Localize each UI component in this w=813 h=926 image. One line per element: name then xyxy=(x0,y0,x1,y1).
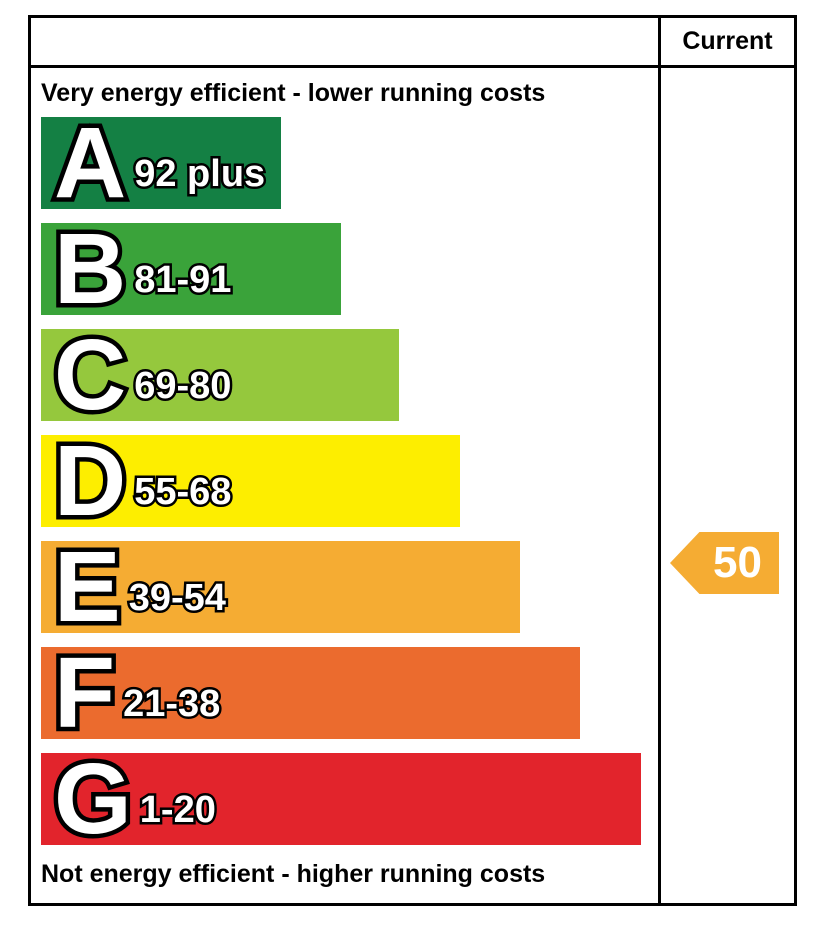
current-rating-column: 50 xyxy=(658,68,794,903)
band-range: 69-80 xyxy=(134,367,231,405)
band-e: E39-54 xyxy=(41,537,520,637)
band-letter: F xyxy=(41,643,115,743)
band-d: D55-68 xyxy=(41,431,460,531)
band-range: 92 plus xyxy=(134,155,265,193)
band-range: 81-91 xyxy=(134,261,231,299)
band-list: A92 plusB81-91C69-80D55-68E39-54F21-38G1… xyxy=(31,113,658,859)
bands-area: Very energy efficient - lower running co… xyxy=(31,68,658,903)
energy-efficiency-rating-chart: Current Very energy efficient - lower ru… xyxy=(28,15,797,906)
current-rating-arrow: 50 xyxy=(670,532,779,594)
band-range: 39-54 xyxy=(129,579,226,617)
band-letter: D xyxy=(41,431,126,531)
top-caption: Very energy efficient - lower running co… xyxy=(41,79,546,107)
band-f: F21-38 xyxy=(41,643,580,743)
current-rating-value: 50 xyxy=(713,538,762,587)
band-letter: A xyxy=(41,113,126,213)
band-letter: E xyxy=(41,537,121,637)
band-a: A92 plus xyxy=(41,113,281,213)
band-range: 21-38 xyxy=(123,685,220,723)
header-spacer-cell xyxy=(31,18,658,68)
band-letter: B xyxy=(41,219,126,319)
current-column-header: Current xyxy=(658,18,794,68)
band-c: C69-80 xyxy=(41,325,399,425)
band-b: B81-91 xyxy=(41,219,341,319)
band-range: 55-68 xyxy=(134,473,231,511)
band-letter: C xyxy=(41,325,126,425)
band-range: 1-20 xyxy=(140,791,216,829)
band-g: G1-20 xyxy=(41,749,641,849)
band-letter: G xyxy=(41,749,132,849)
current-header-label: Current xyxy=(682,27,773,55)
bottom-caption: Not energy efficient - higher running co… xyxy=(41,860,546,888)
